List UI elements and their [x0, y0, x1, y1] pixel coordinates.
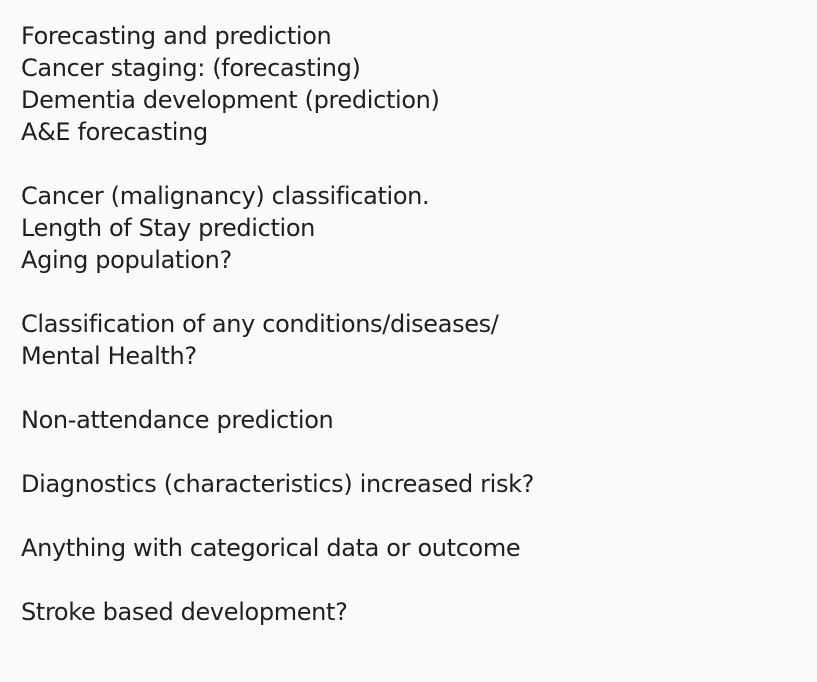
text-line: Forecasting and prediction [21, 22, 332, 50]
note-text-block: Forecasting and prediction Cancer stagin… [21, 20, 801, 628]
text-line: A&E forecasting [21, 118, 208, 146]
text-line: Length of Stay prediction [21, 214, 316, 242]
text-line: Mental Health? [21, 342, 197, 370]
blank-line [21, 148, 801, 180]
blank-line [21, 436, 801, 468]
blank-line [21, 564, 801, 596]
text-line: Cancer (malignancy) classification. [21, 182, 430, 210]
text-line: Anything with categorical data or outcom… [21, 534, 521, 562]
blank-line [21, 372, 801, 404]
text-line: Stroke based development? [21, 598, 348, 626]
text-line: Diagnostics (characteristics) increased … [21, 470, 535, 498]
blank-line [21, 500, 801, 532]
text-line: Cancer staging: (forecasting) [21, 54, 361, 82]
text-line: Dementia development (prediction) [21, 86, 440, 114]
text-line: Non-attendance prediction [21, 406, 334, 434]
blank-line [21, 276, 801, 308]
text-line: Aging population? [21, 246, 232, 274]
text-line: Classification of any conditions/disease… [21, 310, 499, 338]
